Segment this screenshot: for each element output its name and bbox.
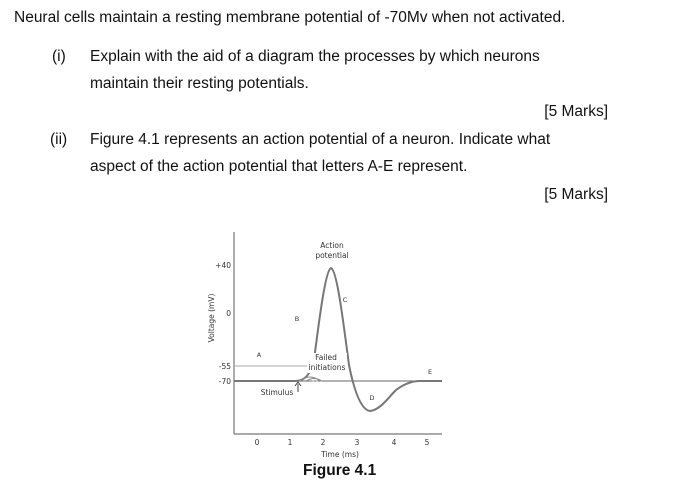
y-tick-label: 0 bbox=[226, 309, 231, 318]
stimulus-label: Stimulus bbox=[261, 388, 294, 397]
failed-initiations-label: initiations bbox=[309, 363, 346, 372]
x-tick-label: 3 bbox=[355, 438, 360, 447]
y-tick-label: -55 bbox=[219, 362, 231, 371]
part-number: (i) bbox=[52, 48, 66, 65]
y-tick-label: -70 bbox=[219, 377, 231, 386]
part-number: (ii) bbox=[50, 131, 68, 148]
failed-initiations-label: Failed bbox=[315, 353, 337, 362]
letter-d-label: D bbox=[369, 394, 374, 402]
part-text-line: Figure 4.1 represents an action potentia… bbox=[90, 131, 551, 148]
y-tick-label: +40 bbox=[215, 261, 231, 270]
x-tick-label: 4 bbox=[392, 438, 397, 447]
figure-caption: Figure 4.1 bbox=[303, 462, 377, 479]
part-text-line: Explain with the aid of a diagram the pr… bbox=[90, 48, 540, 65]
part-text-line: aspect of the action potential that lett… bbox=[90, 158, 468, 175]
marks-label: [5 Marks] bbox=[544, 186, 608, 203]
x-axis-label: Time (ms) bbox=[320, 450, 359, 459]
x-tick-label: 1 bbox=[288, 438, 293, 447]
letter-b-label: B bbox=[295, 315, 299, 323]
stimulus-arrowhead bbox=[294, 381, 302, 387]
x-tick-label: 0 bbox=[255, 438, 260, 447]
action-potential-label: Action bbox=[320, 241, 344, 250]
failed-label-bg bbox=[307, 353, 347, 373]
y-axis-label: Voltage (mV) bbox=[207, 294, 216, 343]
failed-initiation-curve bbox=[299, 376, 321, 382]
marks-label: [5 Marks] bbox=[544, 103, 608, 120]
part-text-line: maintain their resting potentials. bbox=[90, 75, 309, 92]
x-tick-label: 5 bbox=[425, 438, 430, 447]
x-tick-label: 2 bbox=[321, 438, 326, 447]
failed-initiation-curve bbox=[305, 378, 323, 382]
letter-e-label: E bbox=[428, 368, 432, 376]
letter-c-label: C bbox=[343, 296, 348, 304]
question-intro: Neural cells maintain a resting membrane… bbox=[14, 9, 566, 26]
letter-a-label: A bbox=[257, 351, 262, 359]
action-potential-label: potential bbox=[315, 251, 348, 260]
